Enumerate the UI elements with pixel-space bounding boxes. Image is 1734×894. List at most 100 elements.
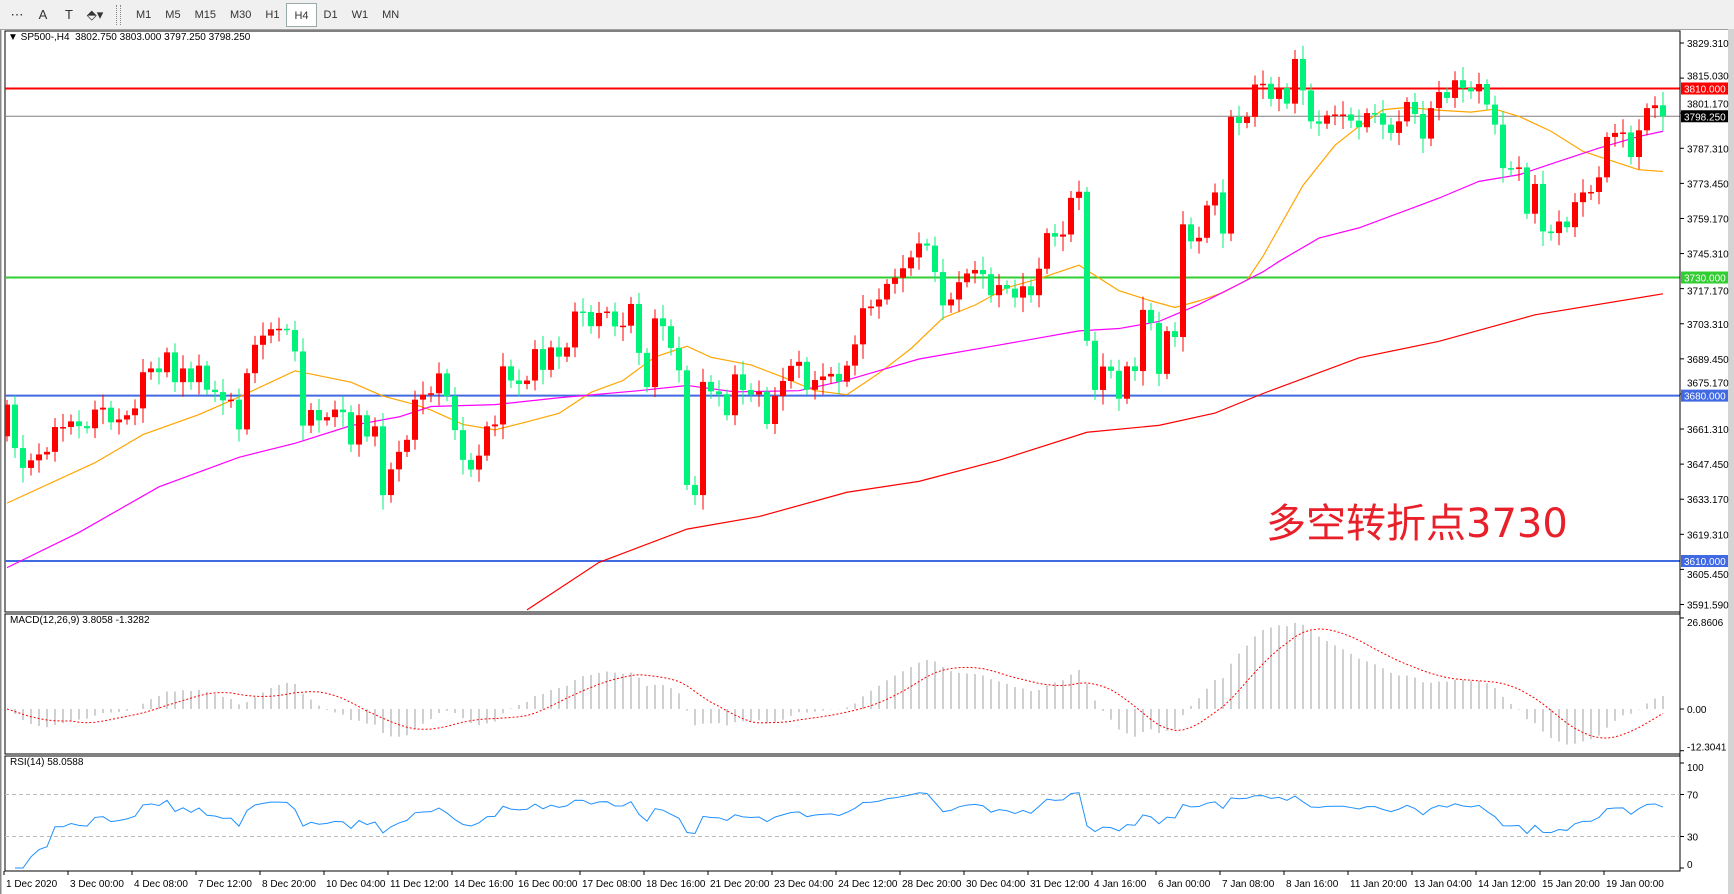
candle-body bbox=[1100, 366, 1106, 390]
candle bbox=[836, 362, 842, 394]
scrollbar[interactable] bbox=[1728, 29, 1734, 894]
candle bbox=[788, 359, 794, 389]
arrows-icon[interactable]: ⬘▾ bbox=[86, 6, 104, 22]
timeframe-m15[interactable]: M15 bbox=[194, 8, 216, 21]
time-tick-label: 31 Dec 12:00 bbox=[1030, 879, 1090, 890]
price-tick-label: 3829.310 bbox=[1687, 39, 1729, 50]
candle bbox=[516, 369, 522, 397]
text-icon[interactable]: A bbox=[38, 7, 48, 22]
ma-line-slow bbox=[526, 293, 1664, 611]
candle bbox=[380, 413, 386, 510]
candle bbox=[116, 408, 122, 435]
candle bbox=[292, 320, 298, 362]
timeframe-h1[interactable]: H1 bbox=[265, 8, 280, 21]
timeframe-w1[interactable]: W1 bbox=[351, 8, 369, 21]
time-tick-label: 15 Jan 20:00 bbox=[1542, 879, 1600, 890]
candle-body bbox=[740, 374, 746, 390]
candle-body bbox=[252, 344, 258, 374]
candle bbox=[804, 357, 810, 395]
candle bbox=[1068, 191, 1074, 243]
candle-body bbox=[60, 427, 66, 429]
candle-body bbox=[764, 391, 770, 424]
candle-body bbox=[1284, 88, 1290, 104]
candle bbox=[780, 367, 786, 411]
candle-body bbox=[1364, 113, 1370, 128]
candle-body bbox=[1020, 286, 1026, 298]
time-tick-label: 7 Dec 12:00 bbox=[198, 879, 252, 890]
timeframe-d1[interactable]: D1 bbox=[323, 8, 338, 21]
time-tick-label: 11 Dec 12:00 bbox=[390, 879, 449, 890]
candle bbox=[988, 267, 994, 303]
candle bbox=[1524, 162, 1530, 219]
chart-canvas[interactable]: 3829.310 3815.030 3801.170 3787.310 3773.450… bbox=[0, 29, 1734, 894]
candle bbox=[1436, 80, 1442, 121]
level-tag bbox=[1681, 555, 1728, 567]
candle-body bbox=[812, 380, 818, 390]
candle bbox=[660, 305, 666, 341]
candle bbox=[700, 368, 706, 510]
candle-body bbox=[92, 409, 98, 429]
candle-body bbox=[1092, 340, 1098, 390]
candle-body bbox=[532, 349, 538, 381]
timeframe-h4[interactable]: H4 bbox=[286, 2, 317, 27]
candle bbox=[1468, 81, 1474, 99]
candle bbox=[652, 309, 658, 397]
candle-body bbox=[1212, 192, 1218, 206]
candle-body bbox=[756, 391, 762, 395]
level-tag-text: 3680.000 bbox=[1684, 392, 1726, 403]
timeframe-mn[interactable]: MN bbox=[382, 8, 400, 21]
candle-body bbox=[1204, 205, 1210, 238]
text-label-icon[interactable]: T bbox=[65, 7, 73, 22]
price-tick-label: 3661.310 bbox=[1687, 425, 1729, 436]
candle-body bbox=[724, 394, 730, 416]
candle-body bbox=[484, 426, 490, 456]
rsi-tick-label: 30 bbox=[1687, 833, 1699, 844]
candle bbox=[1156, 311, 1162, 387]
candle bbox=[1532, 174, 1538, 224]
candle-body bbox=[636, 303, 642, 353]
time-tick-label: 21 Dec 20:00 bbox=[710, 879, 770, 890]
candle bbox=[1452, 71, 1458, 108]
candle bbox=[1308, 83, 1314, 129]
candle bbox=[388, 462, 394, 503]
candle bbox=[964, 268, 970, 288]
candle-body bbox=[620, 325, 626, 328]
candle-body bbox=[188, 368, 194, 383]
candle-body bbox=[1468, 88, 1474, 92]
candle bbox=[12, 395, 18, 458]
candle bbox=[132, 399, 138, 426]
candle bbox=[876, 288, 882, 319]
grid-icon[interactable]: ⋯ bbox=[10, 6, 24, 22]
candle bbox=[1588, 185, 1594, 200]
candle bbox=[1380, 100, 1386, 140]
candle bbox=[452, 387, 458, 440]
candle-body bbox=[884, 283, 890, 300]
candle-body bbox=[524, 380, 530, 385]
candle-body bbox=[420, 394, 426, 400]
candle-body bbox=[1028, 286, 1034, 296]
timeframe-m5[interactable]: M5 bbox=[165, 8, 181, 21]
macd-panel bbox=[4, 613, 1681, 755]
timeframe-m30[interactable]: M30 bbox=[229, 8, 252, 21]
candle bbox=[316, 398, 322, 433]
rsi-tick-label: 100 bbox=[1687, 763, 1704, 774]
candle bbox=[124, 410, 130, 425]
candle bbox=[1620, 119, 1626, 148]
candle bbox=[1044, 228, 1050, 274]
candle-body bbox=[1188, 224, 1194, 242]
candle-body bbox=[148, 368, 154, 373]
candle-body bbox=[404, 439, 410, 452]
candle-body bbox=[604, 311, 610, 314]
chart-window[interactable]: 3829.310 3815.030 3801.170 3787.310 3773.450… bbox=[0, 29, 1734, 894]
candle-body bbox=[5, 404, 10, 437]
candle-body bbox=[196, 365, 202, 383]
timeframe-m1[interactable]: M1 bbox=[136, 8, 152, 21]
candle bbox=[1348, 107, 1354, 129]
candle bbox=[508, 359, 514, 389]
candle-body bbox=[1516, 167, 1522, 169]
candle-body bbox=[972, 269, 978, 274]
candle bbox=[260, 322, 266, 360]
candle-body bbox=[548, 347, 554, 370]
candle bbox=[1564, 216, 1570, 233]
candle bbox=[1652, 96, 1658, 118]
